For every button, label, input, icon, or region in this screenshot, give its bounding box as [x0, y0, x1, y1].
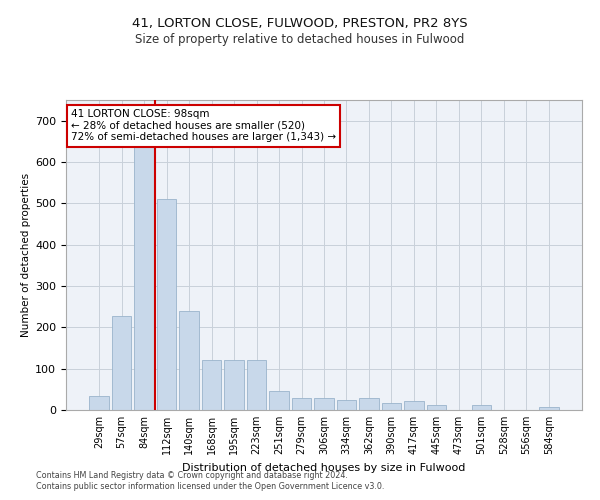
Bar	[89, 396, 109, 410]
Bar	[427, 405, 446, 410]
Text: 41 LORTON CLOSE: 98sqm
← 28% of detached houses are smaller (520)
72% of semi-de: 41 LORTON CLOSE: 98sqm ← 28% of detached…	[71, 110, 336, 142]
Bar	[382, 402, 401, 410]
Bar	[314, 398, 334, 410]
Bar	[292, 398, 311, 410]
Bar	[134, 133, 154, 410]
X-axis label: Distribution of detached houses by size in Fulwood: Distribution of detached houses by size …	[182, 462, 466, 472]
Bar	[202, 360, 221, 410]
Bar	[337, 400, 356, 410]
Bar	[359, 398, 379, 410]
Bar	[404, 401, 424, 410]
Bar	[269, 392, 289, 410]
Text: Contains public sector information licensed under the Open Government Licence v3: Contains public sector information licen…	[36, 482, 385, 491]
Text: Size of property relative to detached houses in Fulwood: Size of property relative to detached ho…	[136, 32, 464, 46]
Bar	[224, 360, 244, 410]
Bar	[539, 406, 559, 410]
Y-axis label: Number of detached properties: Number of detached properties	[21, 173, 31, 337]
Text: Contains HM Land Registry data © Crown copyright and database right 2024.: Contains HM Land Registry data © Crown c…	[36, 470, 348, 480]
Bar	[247, 360, 266, 410]
Bar	[112, 316, 131, 410]
Bar	[472, 405, 491, 410]
Bar	[179, 311, 199, 410]
Bar	[157, 199, 176, 410]
Text: 41, LORTON CLOSE, FULWOOD, PRESTON, PR2 8YS: 41, LORTON CLOSE, FULWOOD, PRESTON, PR2 …	[132, 18, 468, 30]
